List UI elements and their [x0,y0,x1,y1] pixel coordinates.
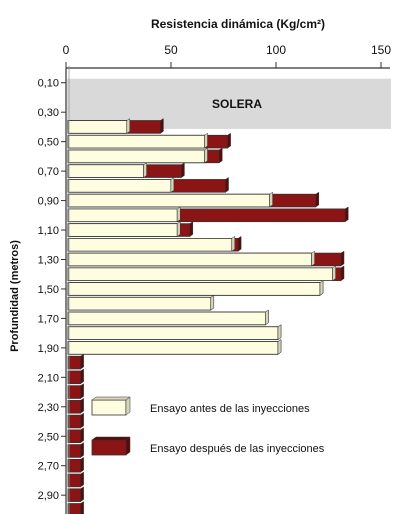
after-bar [67,488,81,502]
legend-label-1: Ensayo antes de las inyecciones [150,403,310,415]
before-bar [67,208,178,223]
after-bar-side [80,412,84,429]
after-bar-side [80,471,84,488]
before-bar [67,120,128,134]
before-bar-side [143,162,147,178]
x-tick-label: 150 [371,43,391,57]
y-tick-label: 0,50 [38,137,59,149]
solera-label: SOLERA [212,97,262,111]
before-bar [67,252,313,267]
after-bar-side [160,118,164,134]
before-bar [67,326,279,340]
after-bar-side [340,250,345,267]
before-bar [67,134,205,149]
before-bar-side [277,339,282,355]
y-tick-label: 1,10 [38,225,59,237]
before-bar-side [204,147,208,164]
x-tick-label: 100 [266,43,286,57]
after-bar-side [225,177,229,193]
before-bar [67,237,233,252]
before-bar [67,311,266,326]
after-bar-side [237,235,242,252]
before-bar [67,164,144,178]
x-axis-title: Resistencia dinámica (Kg/cm²) [151,17,325,31]
legend-swatch-2 [91,439,127,456]
after-bar-side [189,221,194,237]
legend: Ensayo antes de las inyecciones Ensayo de… [91,396,325,456]
series-before [67,118,336,355]
after-bar [67,414,81,429]
after-bar-side [340,265,345,282]
y-tick-label: 0,70 [38,166,59,178]
before-bar-side [176,221,181,237]
after-bar-side [315,191,320,208]
before-bar-side [319,280,324,296]
before-bar-side [176,206,181,223]
before-bar [67,267,334,281]
before-bar [67,282,321,296]
before-bar-side [126,118,131,134]
after-bar [67,444,81,458]
legend-swatch-top-1 [91,396,131,401]
after-bar-side [344,206,349,223]
before-bar [67,341,279,355]
before-bar-side [265,309,269,326]
axes [65,66,390,514]
y-tick-label: 0,90 [38,196,59,208]
after-bar-side [218,147,223,164]
y-tick-label: 0,10 [38,78,59,90]
after-bar-side [80,353,84,370]
before-bar-side [332,265,336,282]
y-tick-label: 0,30 [38,107,59,119]
legend-label-2: Ensayo después de las inyecciones [150,443,325,455]
after-bar-side [181,162,185,178]
before-bar [67,193,271,208]
x-tick-label: 50 [164,43,178,57]
after-bar [67,355,81,370]
after-bar-side [80,427,84,444]
before-bar [67,149,205,164]
x-ticks: 0 50 100 150 [63,43,391,68]
y-tick-label: 1,70 [38,313,59,325]
y-tick-label: 2,90 [38,490,59,502]
y-tick-label: 1,30 [38,254,59,266]
before-bar-side [277,324,282,340]
before-bar [67,223,178,237]
after-bar-side [227,132,231,149]
before-bar-side [210,294,215,311]
y-tick-label: 2,10 [38,372,59,384]
after-bar-side [80,456,84,473]
y-tick-label: 1,50 [38,284,59,296]
before-bar [67,179,172,193]
before-bar-side [204,132,208,149]
after-bar [67,473,81,488]
before-bar-side [170,177,175,193]
after-bar [67,400,81,414]
y-tick-label: 2,70 [38,461,59,473]
after-bar [67,458,81,473]
y-tick-label: 1,90 [38,343,59,355]
y-tick-label: 2,50 [38,431,59,443]
after-bar [67,503,81,514]
y-ticks: 0,10 0,30 0,50 0,70 0,90 1,10 1,30 1,50 1,70 1,90… [38,78,66,502]
before-bar [67,296,212,311]
before-bar-side [231,235,236,252]
after-bar-side [80,368,84,385]
after-bar-side [80,383,84,399]
after-bar-side [80,442,84,458]
legend-swatch-1 [91,399,127,416]
after-bar [67,429,81,444]
after-bar [67,370,81,385]
y-tick-label: 2,30 [38,402,59,414]
before-bar-side [269,191,273,208]
legend-swatch-top-2 [91,436,131,441]
after-bar-side [80,397,84,414]
before-bar-side [311,250,315,267]
after-bar [67,385,81,399]
after-bar-side [80,486,84,503]
after-bar-side [80,501,84,514]
x-tick-label: 0 [63,43,70,57]
y-axis-title: Profundidad (metros) [9,240,21,352]
